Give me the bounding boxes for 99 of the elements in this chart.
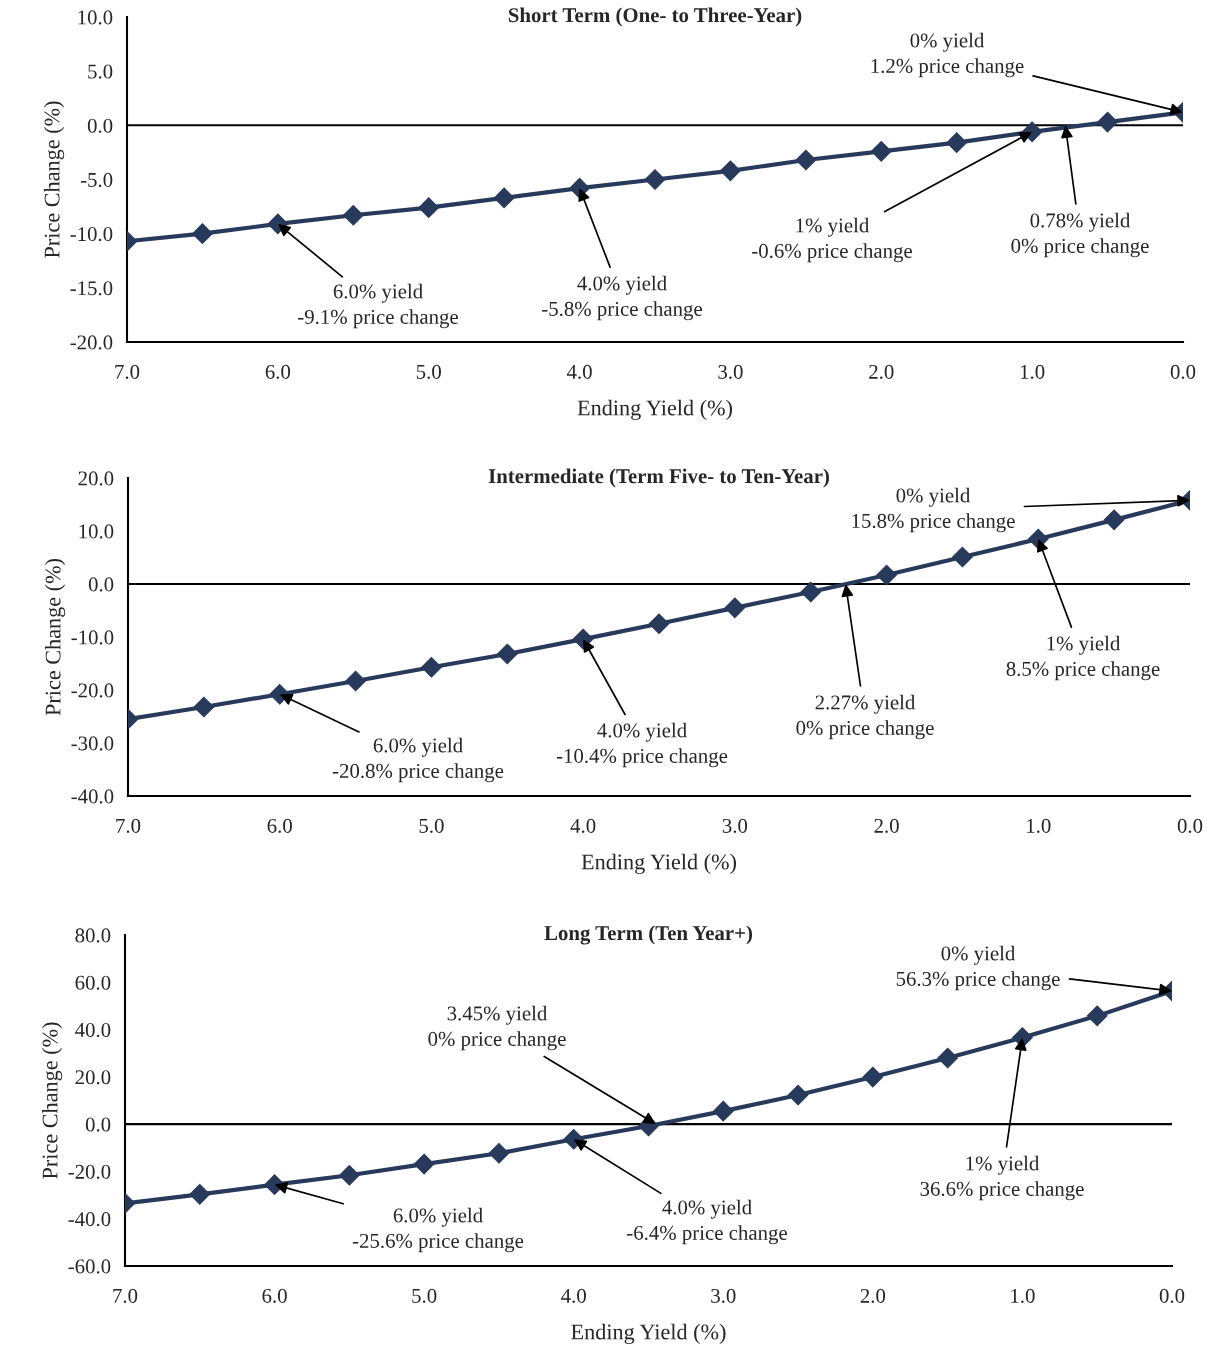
point — [342, 204, 364, 226]
y-tick-label: 20.0 — [78, 471, 114, 486]
y-tick-label: 5.0 — [88, 64, 113, 79]
y-tick-label: -15.0 — [70, 281, 113, 296]
x-tick-label: 0.0 — [1170, 364, 1196, 379]
annotation: 4.0% yield -10.4% price change — [556, 722, 728, 768]
x-tick-label: 4.0 — [570, 818, 596, 833]
annotation: 1% yield -0.6% price change — [752, 217, 912, 263]
y-tick-label: -40.0 — [68, 1212, 111, 1227]
y-axis-title: Price Change (%) — [43, 101, 65, 258]
chart-title: Intermediate (Term Five- to Ten-Year) — [488, 468, 829, 488]
point — [937, 1047, 958, 1069]
point — [345, 670, 366, 692]
x-tick-label: 1.0 — [1027, 818, 1051, 833]
x-tick-label: 1.0 — [1011, 1288, 1035, 1303]
point — [787, 1084, 809, 1106]
x-tick-label: 7.0 — [113, 1288, 138, 1303]
point — [192, 223, 213, 245]
x-tick-label: 2.0 — [860, 1288, 886, 1303]
point — [1103, 509, 1125, 531]
x-tick-label: 0.0 — [1177, 818, 1203, 833]
point — [421, 656, 442, 678]
x-tick-label: 2.0 — [874, 818, 899, 833]
point — [413, 1153, 435, 1175]
chart-title: Long Term (Ten Year+) — [544, 925, 753, 945]
y-tick-label: -10.0 — [70, 227, 113, 242]
y-axis-title: Price Change (%) — [41, 1022, 63, 1179]
annotation: 2.27% yield 0% price change — [796, 694, 934, 740]
y-tick-label: 0.0 — [85, 1117, 111, 1132]
x-axis-title: Ending Yield (%) — [581, 853, 736, 874]
y-tick-label: 80.0 — [75, 928, 111, 943]
y-tick-label: 0.0 — [87, 118, 113, 133]
x-tick-label: 7.0 — [116, 818, 141, 833]
x-tick-label: 7.0 — [115, 364, 140, 379]
x-tick-label: 3.0 — [711, 1288, 736, 1303]
y-tick-label: -5.0 — [80, 172, 113, 188]
y-tick-label: 40.0 — [75, 1022, 111, 1038]
point — [496, 643, 518, 665]
point — [862, 1066, 884, 1088]
point — [800, 581, 822, 603]
point — [720, 160, 741, 182]
x-tick-label: 2.0 — [869, 364, 894, 379]
annotation: 0.78% yield 0% price change — [1011, 212, 1149, 258]
x-tick-label: 4.0 — [566, 364, 592, 379]
point — [648, 613, 670, 635]
y-tick-label: -20.0 — [70, 335, 113, 350]
point — [488, 1142, 510, 1164]
y-tick-label: 10.0 — [78, 10, 113, 25]
point — [418, 197, 440, 219]
x-tick-label: 6.0 — [262, 1288, 287, 1303]
x-axis-title: Ending Yield (%) — [577, 399, 732, 420]
x-tick-label: 6.0 — [267, 818, 292, 833]
x-tick-label: 0.0 — [1159, 1288, 1185, 1303]
annotation: 6.0% yield -25.6% price change — [352, 1207, 524, 1253]
x-tick-label: 3.0 — [722, 818, 748, 833]
annotation: 4.0% yield -5.8% price change — [542, 275, 702, 321]
point — [795, 149, 817, 171]
y-axis-title: Price Change (%) — [44, 558, 66, 716]
x-tick-label: 6.0 — [265, 364, 291, 379]
y-tick-label: 60.0 — [75, 975, 111, 990]
point — [193, 696, 215, 718]
annotation: 1% yield 36.6% price change — [920, 1155, 1084, 1201]
y-tick-label: -20.0 — [71, 683, 114, 698]
x-tick-label: 5.0 — [419, 818, 444, 833]
annotation: 6.0% yield -20.8% price change — [332, 737, 504, 783]
x-axis-title: Ending Yield (%) — [571, 1323, 726, 1344]
annotation: 0% yield 56.3% price change — [896, 945, 1060, 991]
y-tick-label: -30.0 — [71, 736, 114, 751]
y-tick-label: 20.0 — [75, 1070, 111, 1085]
x-tick-label: 5.0 — [412, 1288, 437, 1303]
annotation: 3.45% yield 0% price change — [428, 1005, 566, 1051]
point — [724, 597, 746, 619]
point — [870, 140, 892, 162]
point — [493, 187, 515, 209]
annotation: 0% yield 15.8% price change — [852, 487, 1015, 533]
y-tick-label: 10.0 — [79, 524, 114, 539]
x-tick-label: 4.0 — [561, 1288, 586, 1303]
y-tick-label: -20.0 — [68, 1164, 111, 1179]
point — [712, 1100, 734, 1122]
y-tick-label: -60.0 — [68, 1259, 111, 1274]
point — [189, 1184, 211, 1205]
annotation: 1% yield 8.5% price change — [1006, 635, 1160, 681]
y-tick-label: -40.0 — [71, 789, 114, 804]
point — [1086, 1005, 1108, 1027]
x-tick-label: 5.0 — [416, 364, 441, 379]
x-tick-label: 3.0 — [718, 364, 743, 379]
point — [644, 169, 666, 190]
point — [946, 132, 968, 154]
point — [1097, 111, 1118, 133]
point — [339, 1164, 360, 1186]
chart-title: Short Term (One- to Three-Year) — [508, 7, 802, 27]
point — [876, 564, 897, 586]
y-tick-label: 0.0 — [88, 577, 114, 592]
annotation: 0% yield 1.2% price change — [871, 32, 1024, 78]
point — [952, 546, 973, 568]
x-tick-label: 1.0 — [1020, 364, 1045, 379]
annotation: 4.0% yield -6.4% price change — [627, 1199, 787, 1245]
y-tick-label: -10.0 — [71, 630, 114, 645]
annotation: 6.0% yield -9.1% price change — [298, 283, 458, 329]
